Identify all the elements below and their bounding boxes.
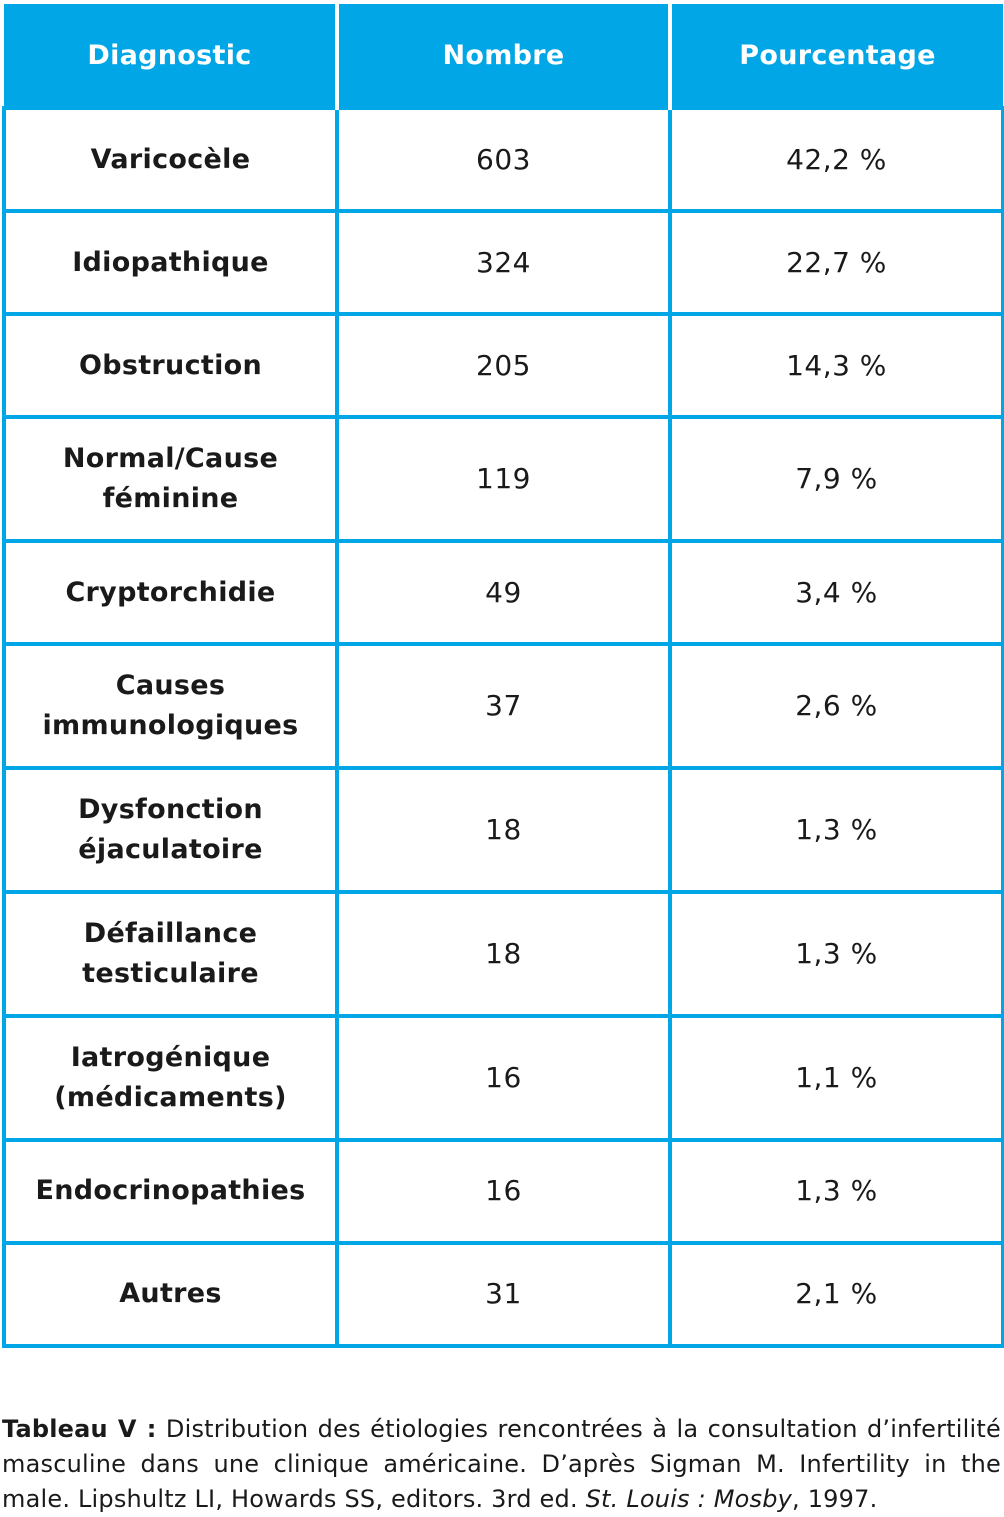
cell-nombre: 49: [335, 539, 672, 647]
table-header-row: Diagnostic Nombre Pourcentage: [4, 4, 1003, 108]
cell-pourcentage: 1,3 %: [668, 766, 1004, 895]
cell-diagnostic: Défaillance testiculaire: [2, 890, 339, 1018]
table-row: Dysfonction éjaculatoire 18 1,3 %: [2, 766, 1004, 895]
table-row: Défaillance testiculaire 18 1,3 %: [2, 890, 1004, 1018]
cell-diagnostic: Autres: [2, 1240, 339, 1349]
cell-nombre: 205: [335, 312, 672, 420]
header-diagnostic: Diagnostic: [4, 4, 339, 108]
cell-diagnostic: Causes immunologiques: [2, 642, 339, 771]
caption-source: St. Louis : Mosby: [585, 1485, 793, 1513]
cell-pourcentage: 22,7 %: [668, 209, 1004, 317]
cell-nombre: 603: [335, 105, 672, 214]
cell-nombre: 31: [335, 1240, 672, 1349]
table-caption: Tableau V : Distribution des étiologies …: [2, 1412, 1001, 1517]
cell-pourcentage: 1,3 %: [668, 890, 1004, 1018]
caption-label: Tableau V :: [2, 1415, 157, 1443]
cell-diagnostic: Endocrinopathies: [2, 1137, 339, 1245]
cell-nombre: 16: [335, 1137, 672, 1245]
table-row: Iatrogénique (médicaments) 16 1,1 %: [2, 1013, 1004, 1142]
cell-nombre: 37: [335, 642, 672, 771]
cell-diagnostic: Dysfonction éjaculatoire: [2, 766, 339, 895]
header-pourcentage: Pourcentage: [668, 4, 1003, 108]
cell-diagnostic: Obstruction: [2, 312, 339, 420]
cell-diagnostic: Iatrogénique (médicaments): [2, 1013, 339, 1142]
cell-diagnostic: Normal/Cause féminine: [2, 415, 339, 544]
cell-nombre: 16: [335, 1013, 672, 1142]
cell-nombre: 324: [335, 209, 672, 317]
table-row: Autres 31 2,1 %: [2, 1240, 1004, 1349]
table-row: Normal/Cause féminine 119 7,9 %: [2, 415, 1004, 544]
cell-pourcentage: 7,9 %: [668, 415, 1004, 544]
table-row: Cryptorchidie 49 3,4 %: [2, 539, 1004, 647]
cell-nombre: 18: [335, 890, 672, 1018]
caption-year: , 1997.: [792, 1485, 878, 1513]
cell-diagnostic: Idiopathique: [2, 209, 339, 317]
table-row: Endocrinopathies 16 1,3 %: [2, 1137, 1004, 1245]
table-row: Varicocèle 603 42,2 %: [2, 105, 1004, 214]
cell-pourcentage: 1,3 %: [668, 1137, 1004, 1245]
table-row: Idiopathique 324 22,7 %: [2, 209, 1004, 317]
table-row: Causes immunologiques 37 2,6 %: [2, 642, 1004, 771]
cell-pourcentage: 14,3 %: [668, 312, 1004, 420]
cell-pourcentage: 1,1 %: [668, 1013, 1004, 1142]
cell-pourcentage: 42,2 %: [668, 105, 1004, 214]
etiology-table: Diagnostic Nombre Pourcentage Varicocèle…: [2, 4, 1004, 1349]
cell-pourcentage: 2,6 %: [668, 642, 1004, 771]
cell-nombre: 119: [335, 415, 672, 544]
table-row: Obstruction 205 14,3 %: [2, 312, 1004, 420]
header-nombre: Nombre: [335, 4, 672, 108]
cell-diagnostic: Cryptorchidie: [2, 539, 339, 647]
cell-pourcentage: 2,1 %: [668, 1240, 1004, 1349]
cell-diagnostic: Varicocèle: [2, 105, 339, 214]
cell-nombre: 18: [335, 766, 672, 895]
cell-pourcentage: 3,4 %: [668, 539, 1004, 647]
